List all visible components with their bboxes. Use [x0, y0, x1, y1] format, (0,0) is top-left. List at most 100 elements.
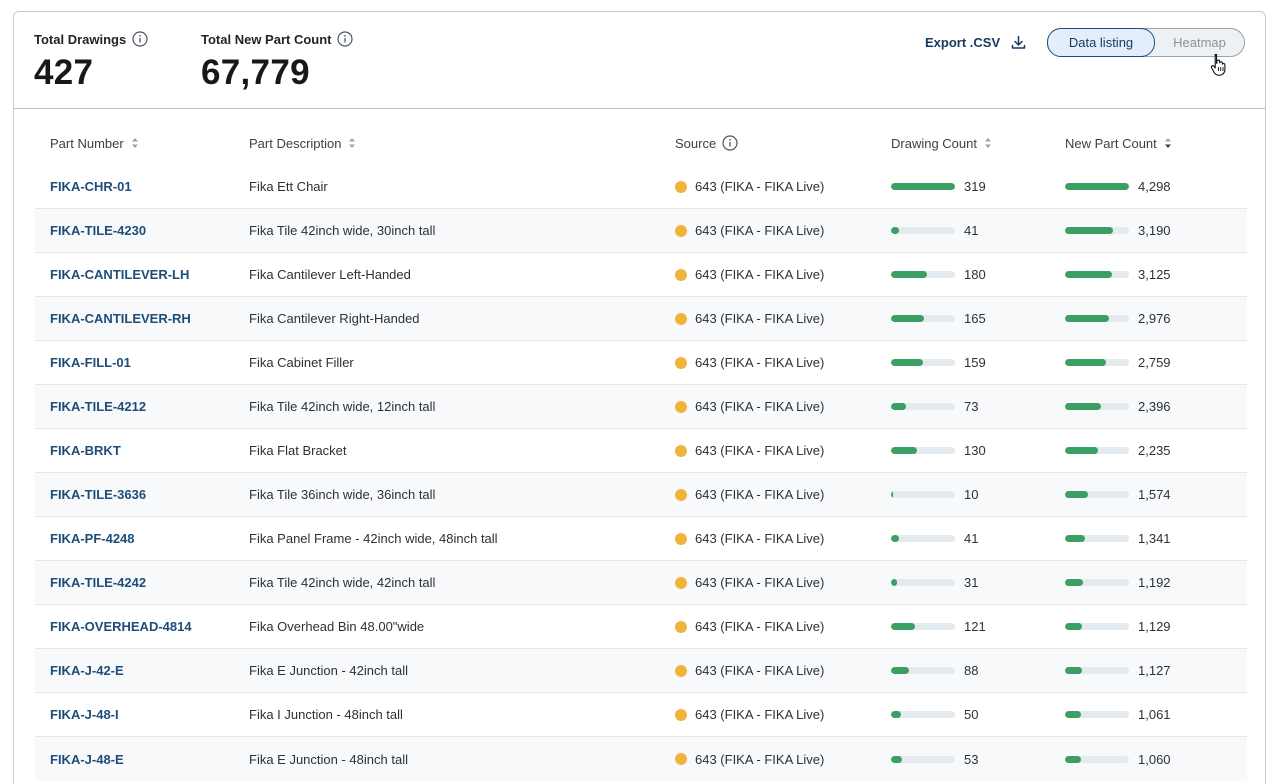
drawing-count-bar — [891, 623, 955, 630]
source-status-dot — [675, 268, 687, 281]
total-new-parts-label: Total New Part Count — [201, 31, 332, 47]
source-cell: 643 (FIKA - FIKA Live) — [675, 619, 891, 634]
info-icon[interactable] — [337, 31, 354, 47]
export-csv-button[interactable]: Export .CSV — [925, 35, 1026, 50]
source-label: 643 (FIKA - FIKA Live) — [695, 751, 825, 767]
total-drawings-value: 427 — [34, 53, 94, 92]
drawing-count-value: 53 — [964, 751, 979, 767]
info-icon[interactable] — [132, 31, 148, 47]
new-part-count-bar — [1065, 623, 1129, 630]
source-status-dot — [675, 753, 687, 765]
new-part-count-cell: 4,298 — [1065, 179, 1247, 194]
part-number-link[interactable]: FIKA-PF-4248 — [50, 531, 135, 546]
col-drawing-count[interactable]: Drawing Count — [891, 136, 1065, 151]
table-row[interactable]: FIKA-J-48-E Fika E Junction - 48inch tal… — [35, 737, 1247, 781]
source-status-dot — [675, 224, 687, 237]
new-part-count-bar — [1065, 535, 1129, 542]
table-row[interactable]: FIKA-J-48-I Fika I Junction - 48inch tal… — [35, 693, 1247, 737]
table-row[interactable]: FIKA-TILE-4212 Fika Tile 42inch wide, 12… — [35, 385, 1247, 429]
part-number-link[interactable]: FIKA-TILE-4242 — [50, 575, 147, 590]
source-cell: 643 (FIKA - FIKA Live) — [675, 575, 891, 590]
table-row[interactable]: FIKA-J-42-E Fika E Junction - 42inch tal… — [35, 649, 1247, 693]
table-row[interactable]: FIKA-CANTILEVER-LH Fika Cantilever Left-… — [35, 253, 1247, 297]
new-part-count-cell: 1,129 — [1065, 619, 1247, 634]
export-csv-label: Export .CSV — [925, 35, 1001, 50]
part-description: Fika Overhead Bin 48.00"wide — [249, 619, 425, 634]
summary-header: Total Drawings 427 Total New Part Count … — [14, 12, 1265, 109]
drawing-count-value: 41 — [964, 531, 979, 546]
new-part-count-cell: 2,396 — [1065, 399, 1247, 414]
source-label: 643 (FIKA - FIKA Live) — [695, 575, 825, 590]
new-part-count-value: 1,192 — [1138, 575, 1171, 590]
part-number-link[interactable]: FIKA-J-48-E — [50, 751, 124, 767]
part-number-link[interactable]: FIKA-TILE-4230 — [50, 223, 147, 238]
source-status-dot — [675, 312, 687, 325]
new-part-count-value: 2,976 — [1138, 311, 1171, 326]
drawing-count-cell: 41 — [891, 223, 1065, 238]
part-description: Fika Cantilever Left-Handed — [249, 267, 411, 282]
source-label: 643 (FIKA - FIKA Live) — [695, 663, 825, 678]
drawing-count-cell: 73 — [891, 399, 1065, 414]
table-row[interactable]: FIKA-BRKT Fika Flat Bracket 643 (FIKA - … — [35, 429, 1247, 473]
part-number-link[interactable]: FIKA-BRKT — [50, 443, 121, 458]
part-number-link[interactable]: FIKA-CHR-01 — [50, 179, 132, 194]
part-number-link[interactable]: FIKA-CANTILEVER-RH — [50, 311, 191, 326]
part-description: Fika I Junction - 48inch tall — [249, 707, 403, 722]
new-part-count-value: 1,127 — [1138, 663, 1171, 678]
table-row[interactable]: FIKA-TILE-4230 Fika Tile 42inch wide, 30… — [35, 209, 1247, 253]
table-row[interactable]: FIKA-TILE-4242 Fika Tile 42inch wide, 42… — [35, 561, 1247, 605]
source-label: 643 (FIKA - FIKA Live) — [695, 707, 825, 722]
new-part-count-value: 3,190 — [1138, 223, 1171, 238]
sort-icon[interactable] — [348, 137, 356, 149]
table-row[interactable]: FIKA-CHR-01 Fika Ett Chair 643 (FIKA - F… — [35, 165, 1247, 209]
part-number-link[interactable]: FIKA-FILL-01 — [50, 355, 131, 370]
new-part-count-cell: 1,192 — [1065, 575, 1247, 590]
table-row[interactable]: FIKA-PF-4248 Fika Panel Frame - 42inch w… — [35, 517, 1247, 561]
table-row[interactable]: FIKA-TILE-3636 Fika Tile 36inch wide, 36… — [35, 473, 1247, 517]
col-part-description[interactable]: Part Description — [249, 136, 675, 151]
part-number-link[interactable]: FIKA-TILE-4212 — [50, 399, 147, 414]
source-cell: 643 (FIKA - FIKA Live) — [675, 399, 891, 414]
source-cell: 643 (FIKA - FIKA Live) — [675, 487, 891, 502]
new-part-count-bar — [1065, 579, 1129, 586]
drawing-count-value: 159 — [964, 355, 986, 370]
heatmap-tab[interactable]: Heatmap — [1173, 35, 1226, 50]
part-number-link[interactable]: FIKA-TILE-3636 — [50, 487, 147, 502]
drawing-count-cell: 159 — [891, 355, 1065, 370]
new-part-count-bar — [1065, 403, 1129, 410]
part-count-panel: Total Drawings 427 Total New Part Count … — [13, 11, 1266, 784]
part-number-link[interactable]: FIKA-J-42-E — [50, 663, 124, 678]
hand-cursor-icon — [1210, 53, 1226, 76]
sort-icon[interactable] — [131, 137, 139, 149]
source-label: 643 (FIKA - FIKA Live) — [695, 223, 825, 238]
new-part-count-cell: 1,574 — [1065, 487, 1247, 502]
source-label: 643 (FIKA - FIKA Live) — [695, 487, 825, 502]
col-new-part-count[interactable]: New Part Count — [1065, 136, 1247, 151]
part-number-link[interactable]: FIKA-J-48-I — [50, 707, 119, 722]
new-part-count-bar — [1065, 315, 1129, 322]
drawing-count-bar — [891, 403, 955, 410]
table-row[interactable]: FIKA-OVERHEAD-4814 Fika Overhead Bin 48.… — [35, 605, 1247, 649]
table-row[interactable]: FIKA-FILL-01 Fika Cabinet Filler 643 (FI… — [35, 341, 1247, 385]
parts-table: Part Number Part Description Source Draw… — [35, 121, 1247, 781]
new-part-count-value: 2,396 — [1138, 399, 1171, 414]
drawing-count-value: 41 — [964, 223, 979, 238]
data-listing-tab[interactable]: Data listing — [1047, 28, 1155, 57]
drawing-count-value: 88 — [964, 663, 979, 678]
sort-icon[interactable] — [984, 137, 992, 149]
drawing-count-cell: 121 — [891, 619, 1065, 634]
new-part-count-value: 2,235 — [1138, 443, 1171, 458]
table-body: FIKA-CHR-01 Fika Ett Chair 643 (FIKA - F… — [35, 165, 1247, 781]
new-part-count-cell: 1,060 — [1065, 752, 1247, 767]
new-part-count-cell: 2,235 — [1065, 443, 1247, 458]
sort-descending-icon[interactable] — [1164, 137, 1172, 149]
total-new-parts-value: 67,779 — [201, 53, 310, 92]
info-icon[interactable] — [722, 135, 738, 151]
table-row[interactable]: FIKA-CANTILEVER-RH Fika Cantilever Right… — [35, 297, 1247, 341]
part-number-link[interactable]: FIKA-CANTILEVER-LH — [50, 267, 190, 282]
part-number-link[interactable]: FIKA-OVERHEAD-4814 — [50, 619, 192, 634]
view-toggle: Data listing Heatmap — [1047, 28, 1245, 57]
new-part-count-value: 4,298 — [1138, 179, 1171, 194]
drawing-count-value: 10 — [964, 487, 979, 502]
col-part-number[interactable]: Part Number — [35, 136, 249, 151]
